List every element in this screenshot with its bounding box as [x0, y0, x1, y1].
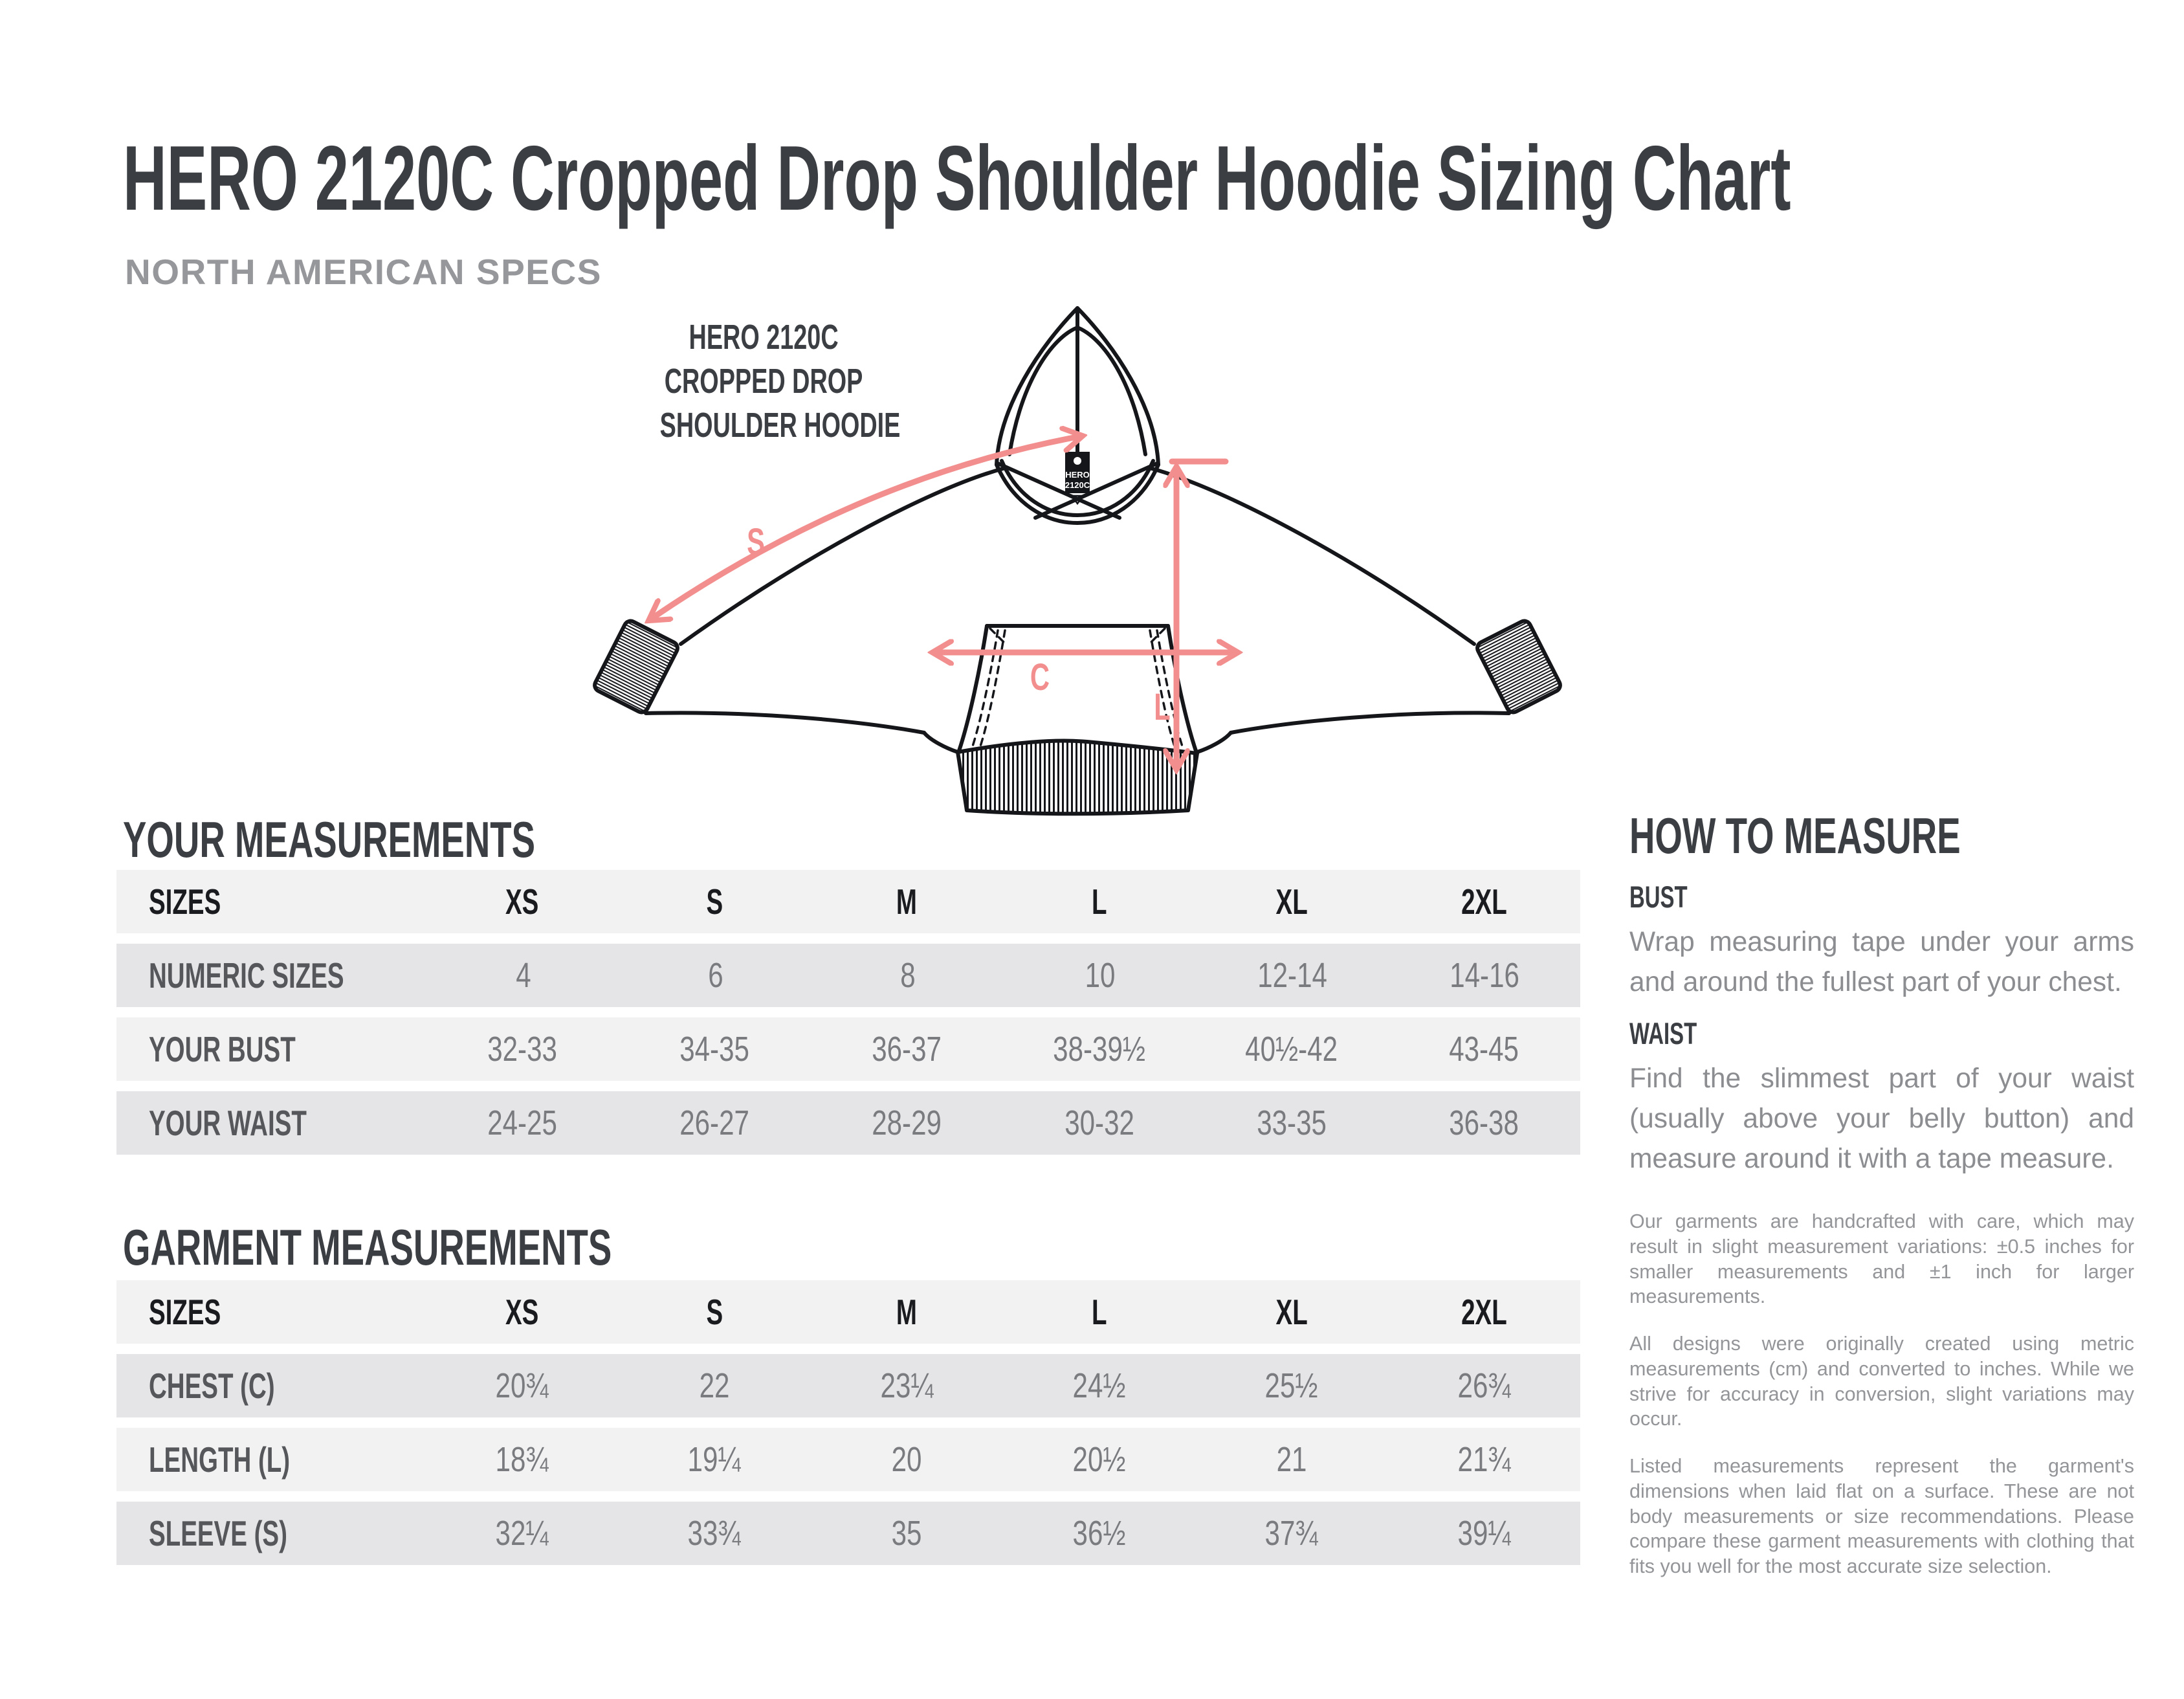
- column-header-s: S: [706, 1292, 723, 1332]
- column-header-xl: XL: [1275, 882, 1308, 922]
- size-cell: 20¾: [495, 1366, 549, 1405]
- size-cell: 36½: [1072, 1514, 1126, 1553]
- garment-measurements-table: SIZES XS S M L XL 2XL CHEST (C) 20¾ 22 2…: [116, 1280, 1580, 1575]
- column-header-xl: XL: [1275, 1292, 1308, 1332]
- size-cell: 21: [1276, 1440, 1307, 1479]
- how-to-measure-section: HOW TO MEASURE BUST Wrap measuring tape …: [1629, 810, 2134, 1601]
- size-cell: 43-45: [1449, 1030, 1519, 1069]
- size-cell: 36-38: [1449, 1104, 1519, 1142]
- note-variations: Our garments are handcrafted with care, …: [1629, 1210, 2134, 1308]
- hem-rib-band: [956, 738, 1199, 816]
- measurement-arrows: [650, 436, 1236, 768]
- left-cuff: [593, 619, 679, 715]
- sleeve-arrow: [650, 436, 1081, 619]
- table-row-numeric-sizes: NUMERIC SIZES 4 6 8 10 12-14 14-16: [116, 944, 1580, 1007]
- size-cell: 20: [891, 1440, 922, 1479]
- size-cell: 19¼: [687, 1440, 741, 1479]
- diagram-title: HERO 2120C CROPPED DROP SHOULDER HOODIE: [608, 315, 919, 447]
- table-header-row: SIZES XS S M L XL 2XL: [116, 1280, 1580, 1344]
- diagram-title-line: SHOULDER HOODIE: [659, 406, 901, 445]
- column-header-m: M: [896, 882, 918, 922]
- size-cell: 38-39½: [1053, 1030, 1146, 1069]
- column-header-l: L: [1091, 1292, 1107, 1332]
- note-flat-measurements: Listed measurements represent the garmen…: [1629, 1455, 2134, 1578]
- column-header-m: M: [896, 1292, 918, 1332]
- size-cell: 23¼: [880, 1366, 934, 1405]
- page-subtitle: NORTH AMERICAN SPECS: [125, 252, 602, 292]
- size-cell: 33¾: [687, 1514, 741, 1553]
- size-cell: 25½: [1264, 1366, 1318, 1405]
- column-header-l: L: [1091, 882, 1107, 922]
- size-cell: 4: [516, 956, 532, 995]
- chest-letter: C: [1030, 656, 1050, 698]
- column-header-sizes: SIZES: [149, 1292, 221, 1332]
- column-header-xs: XS: [505, 882, 539, 922]
- your-measurements-table: SIZES XS S M L XL 2XL NUMERIC SIZES 4 6 …: [116, 870, 1580, 1165]
- row-label: CHEST (C): [149, 1366, 275, 1406]
- row-label: YOUR WAIST: [149, 1103, 307, 1143]
- row-label: SLEEVE (S): [149, 1513, 287, 1553]
- diagram-title-line: CROPPED DROP: [664, 362, 863, 401]
- row-label: NUMERIC SIZES: [149, 955, 344, 995]
- size-cell: 8: [900, 956, 916, 995]
- size-cell: 39¼: [1457, 1514, 1511, 1553]
- table-row-length: LENGTH (L) 18¾ 19¼ 20 20½ 21 21¾: [116, 1428, 1580, 1491]
- sleeve-letter: S: [747, 520, 765, 562]
- your-measurements-heading: YOUR MEASUREMENTS: [123, 811, 536, 868]
- table-row-your-bust: YOUR BUST 32-33 34-35 36-37 38-39½ 40½-4…: [116, 1017, 1580, 1081]
- neck-tag-brand: HERO: [1065, 470, 1090, 480]
- size-cell: 40½-42: [1245, 1030, 1338, 1069]
- size-cell: 14-16: [1449, 956, 1519, 995]
- note-metric-conversion: All designs were originally created usin…: [1629, 1333, 2134, 1430]
- size-cell: 37¾: [1264, 1514, 1318, 1553]
- size-cell: 28-29: [872, 1104, 942, 1142]
- page-title-text: HERO 2120C Cropped Drop Shoulder Hoodie …: [123, 127, 1791, 230]
- size-cell: 32-33: [487, 1030, 557, 1069]
- size-cell: 30-32: [1064, 1104, 1134, 1142]
- size-cell: 21¾: [1457, 1440, 1511, 1479]
- table-row-your-waist: YOUR WAIST 24-25 26-27 28-29 30-32 33-35…: [116, 1091, 1580, 1155]
- size-cell: 36-37: [872, 1030, 942, 1069]
- size-cell: 12-14: [1257, 956, 1327, 995]
- size-cell: 10: [1085, 956, 1116, 995]
- column-header-xs: XS: [505, 1292, 539, 1332]
- bust-instructions: Wrap measuring tape under your arms and …: [1629, 927, 2134, 998]
- table-row-chest: CHEST (C) 20¾ 22 23¼ 24½ 25½ 26¾: [116, 1354, 1580, 1417]
- row-label: LENGTH (L): [149, 1439, 291, 1480]
- size-cell: 24½: [1072, 1366, 1126, 1405]
- size-cell: 35: [891, 1514, 922, 1553]
- neck-tag-model: 2120C: [1065, 480, 1090, 490]
- how-to-measure-heading: HOW TO MEASURE: [1629, 807, 1961, 864]
- column-header-s: S: [706, 882, 723, 922]
- row-label: YOUR BUST: [149, 1029, 296, 1069]
- column-header-2xl: 2XL: [1461, 882, 1507, 922]
- size-cell: 6: [708, 956, 723, 995]
- size-cell: 20½: [1072, 1440, 1126, 1479]
- size-cell: 32¼: [495, 1514, 549, 1553]
- measurement-letters: S C L: [747, 520, 1171, 727]
- right-cuff: [1475, 619, 1562, 715]
- pocket-stitching: [971, 627, 1184, 750]
- size-cell: 24-25: [487, 1104, 557, 1142]
- waist-instructions: Find the slimmest part of your waist (us…: [1629, 1063, 2134, 1175]
- bust-label: BUST: [1629, 880, 1688, 914]
- size-cell: 18¾: [495, 1440, 549, 1479]
- table-header-row: SIZES XS S M L XL 2XL: [116, 870, 1580, 933]
- table-row-sleeve: SLEEVE (S) 32¼ 33¾ 35 36½ 37¾ 39¼: [116, 1502, 1580, 1565]
- column-header-2xl: 2XL: [1461, 1292, 1507, 1332]
- length-letter: L: [1154, 685, 1171, 727]
- garment-measurements-heading: GARMENT MEASUREMENTS: [123, 1219, 612, 1276]
- size-cell: 34-35: [679, 1030, 749, 1069]
- size-cell: 22: [699, 1366, 730, 1405]
- page-title: HERO 2120C Cropped Drop Shoulder Hoodie …: [123, 133, 2184, 225]
- hoodie-technical-drawing: HERO 2120C S C L: [593, 306, 1562, 816]
- column-header-sizes: SIZES: [149, 882, 221, 922]
- size-cell: 33-35: [1257, 1104, 1327, 1142]
- waist-label: WAIST: [1629, 1016, 1697, 1051]
- diagram-title-line: HERO 2120C: [689, 318, 839, 357]
- size-cell: 26-27: [679, 1104, 749, 1142]
- size-cell: 26¾: [1457, 1366, 1511, 1405]
